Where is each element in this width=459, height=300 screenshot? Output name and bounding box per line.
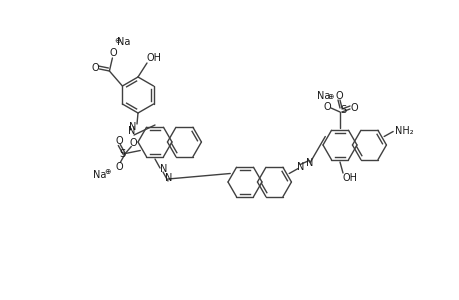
- Text: OH: OH: [342, 173, 357, 183]
- Text: Na: Na: [117, 37, 130, 47]
- Text: NH₂: NH₂: [394, 125, 413, 136]
- Text: N: N: [306, 158, 313, 167]
- Text: ⊕: ⊕: [326, 92, 332, 100]
- Text: O: O: [115, 161, 123, 172]
- Text: S: S: [119, 148, 125, 158]
- Text: ⊕: ⊕: [114, 35, 120, 44]
- Text: O: O: [115, 136, 123, 146]
- Text: N: N: [297, 161, 304, 172]
- Text: Na: Na: [92, 169, 106, 179]
- Text: O: O: [335, 91, 342, 101]
- Text: O: O: [129, 137, 137, 148]
- Text: N: N: [165, 173, 172, 183]
- Text: O: O: [323, 102, 330, 112]
- Text: O: O: [91, 63, 99, 73]
- Text: O: O: [349, 103, 357, 113]
- Text: N: N: [128, 126, 135, 136]
- Text: N: N: [129, 122, 136, 132]
- Text: S: S: [339, 105, 345, 115]
- Text: OH: OH: [146, 53, 161, 63]
- Text: O: O: [109, 48, 117, 58]
- Text: N: N: [160, 164, 168, 174]
- Text: Na: Na: [317, 91, 330, 101]
- Text: ⊕: ⊕: [104, 167, 110, 176]
